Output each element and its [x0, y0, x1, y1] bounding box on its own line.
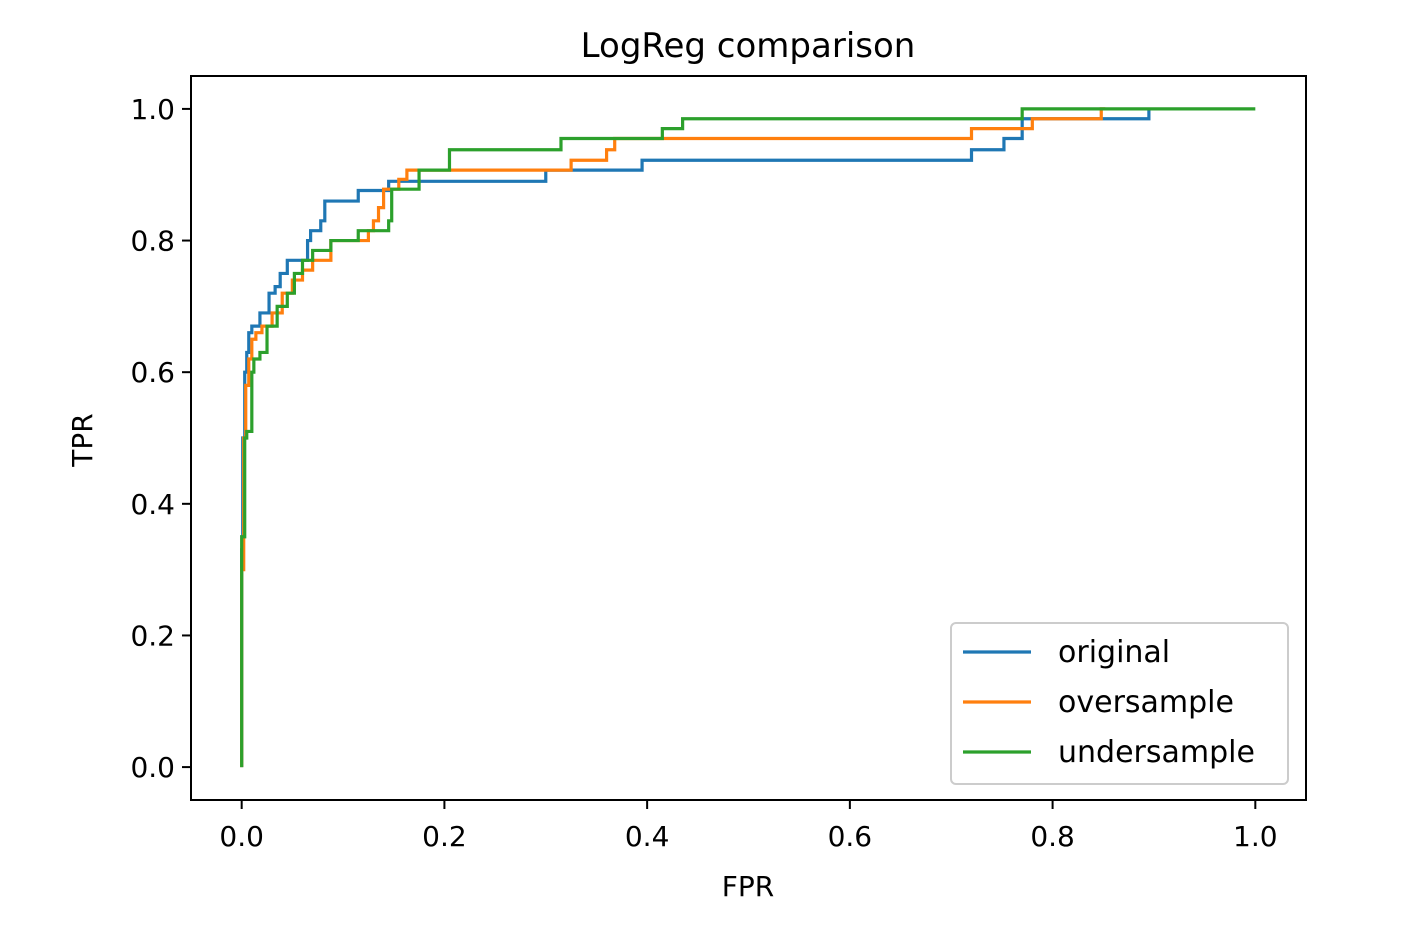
y-tick-label: 0.2 — [130, 619, 175, 652]
y-tick-label: 0.0 — [130, 751, 175, 784]
x-tick-label: 0.8 — [1030, 820, 1075, 853]
y-tick-label: 0.4 — [130, 488, 175, 521]
x-tick-label: 0.2 — [422, 820, 467, 853]
x-axis-label: FPR — [722, 870, 774, 903]
chart-title: LogReg comparison — [581, 26, 916, 66]
y-axis-label: TPR — [66, 413, 99, 467]
plot-frame — [190, 75, 1307, 801]
x-tick-label: 1.0 — [1233, 820, 1278, 853]
x-tick-label: 0.4 — [625, 820, 670, 853]
series-line-original — [240, 108, 1151, 768]
series-line-undersample — [240, 107, 1256, 768]
legend-label-undersample: undersample — [1058, 735, 1255, 770]
y-tick-label: 1.0 — [130, 93, 175, 126]
legend-label-original: original — [1058, 635, 1170, 670]
legend-label-oversample: oversample — [1058, 685, 1234, 720]
y-tick-label: 0.8 — [130, 225, 175, 258]
axes-layer: 0.0 0.2 0.4 0.6 0.8 1.0 0.0 0.2 0.4 0.6 0.8 1.0 — [130, 75, 1307, 853]
series-layer — [240, 107, 1256, 768]
legend-box — [950, 622, 1289, 785]
y-tick-label: 0.6 — [130, 356, 175, 389]
x-tick-label: 0.0 — [219, 820, 264, 853]
legend: original oversample undersample — [950, 622, 1289, 785]
x-tick-label: 0.6 — [828, 820, 873, 853]
